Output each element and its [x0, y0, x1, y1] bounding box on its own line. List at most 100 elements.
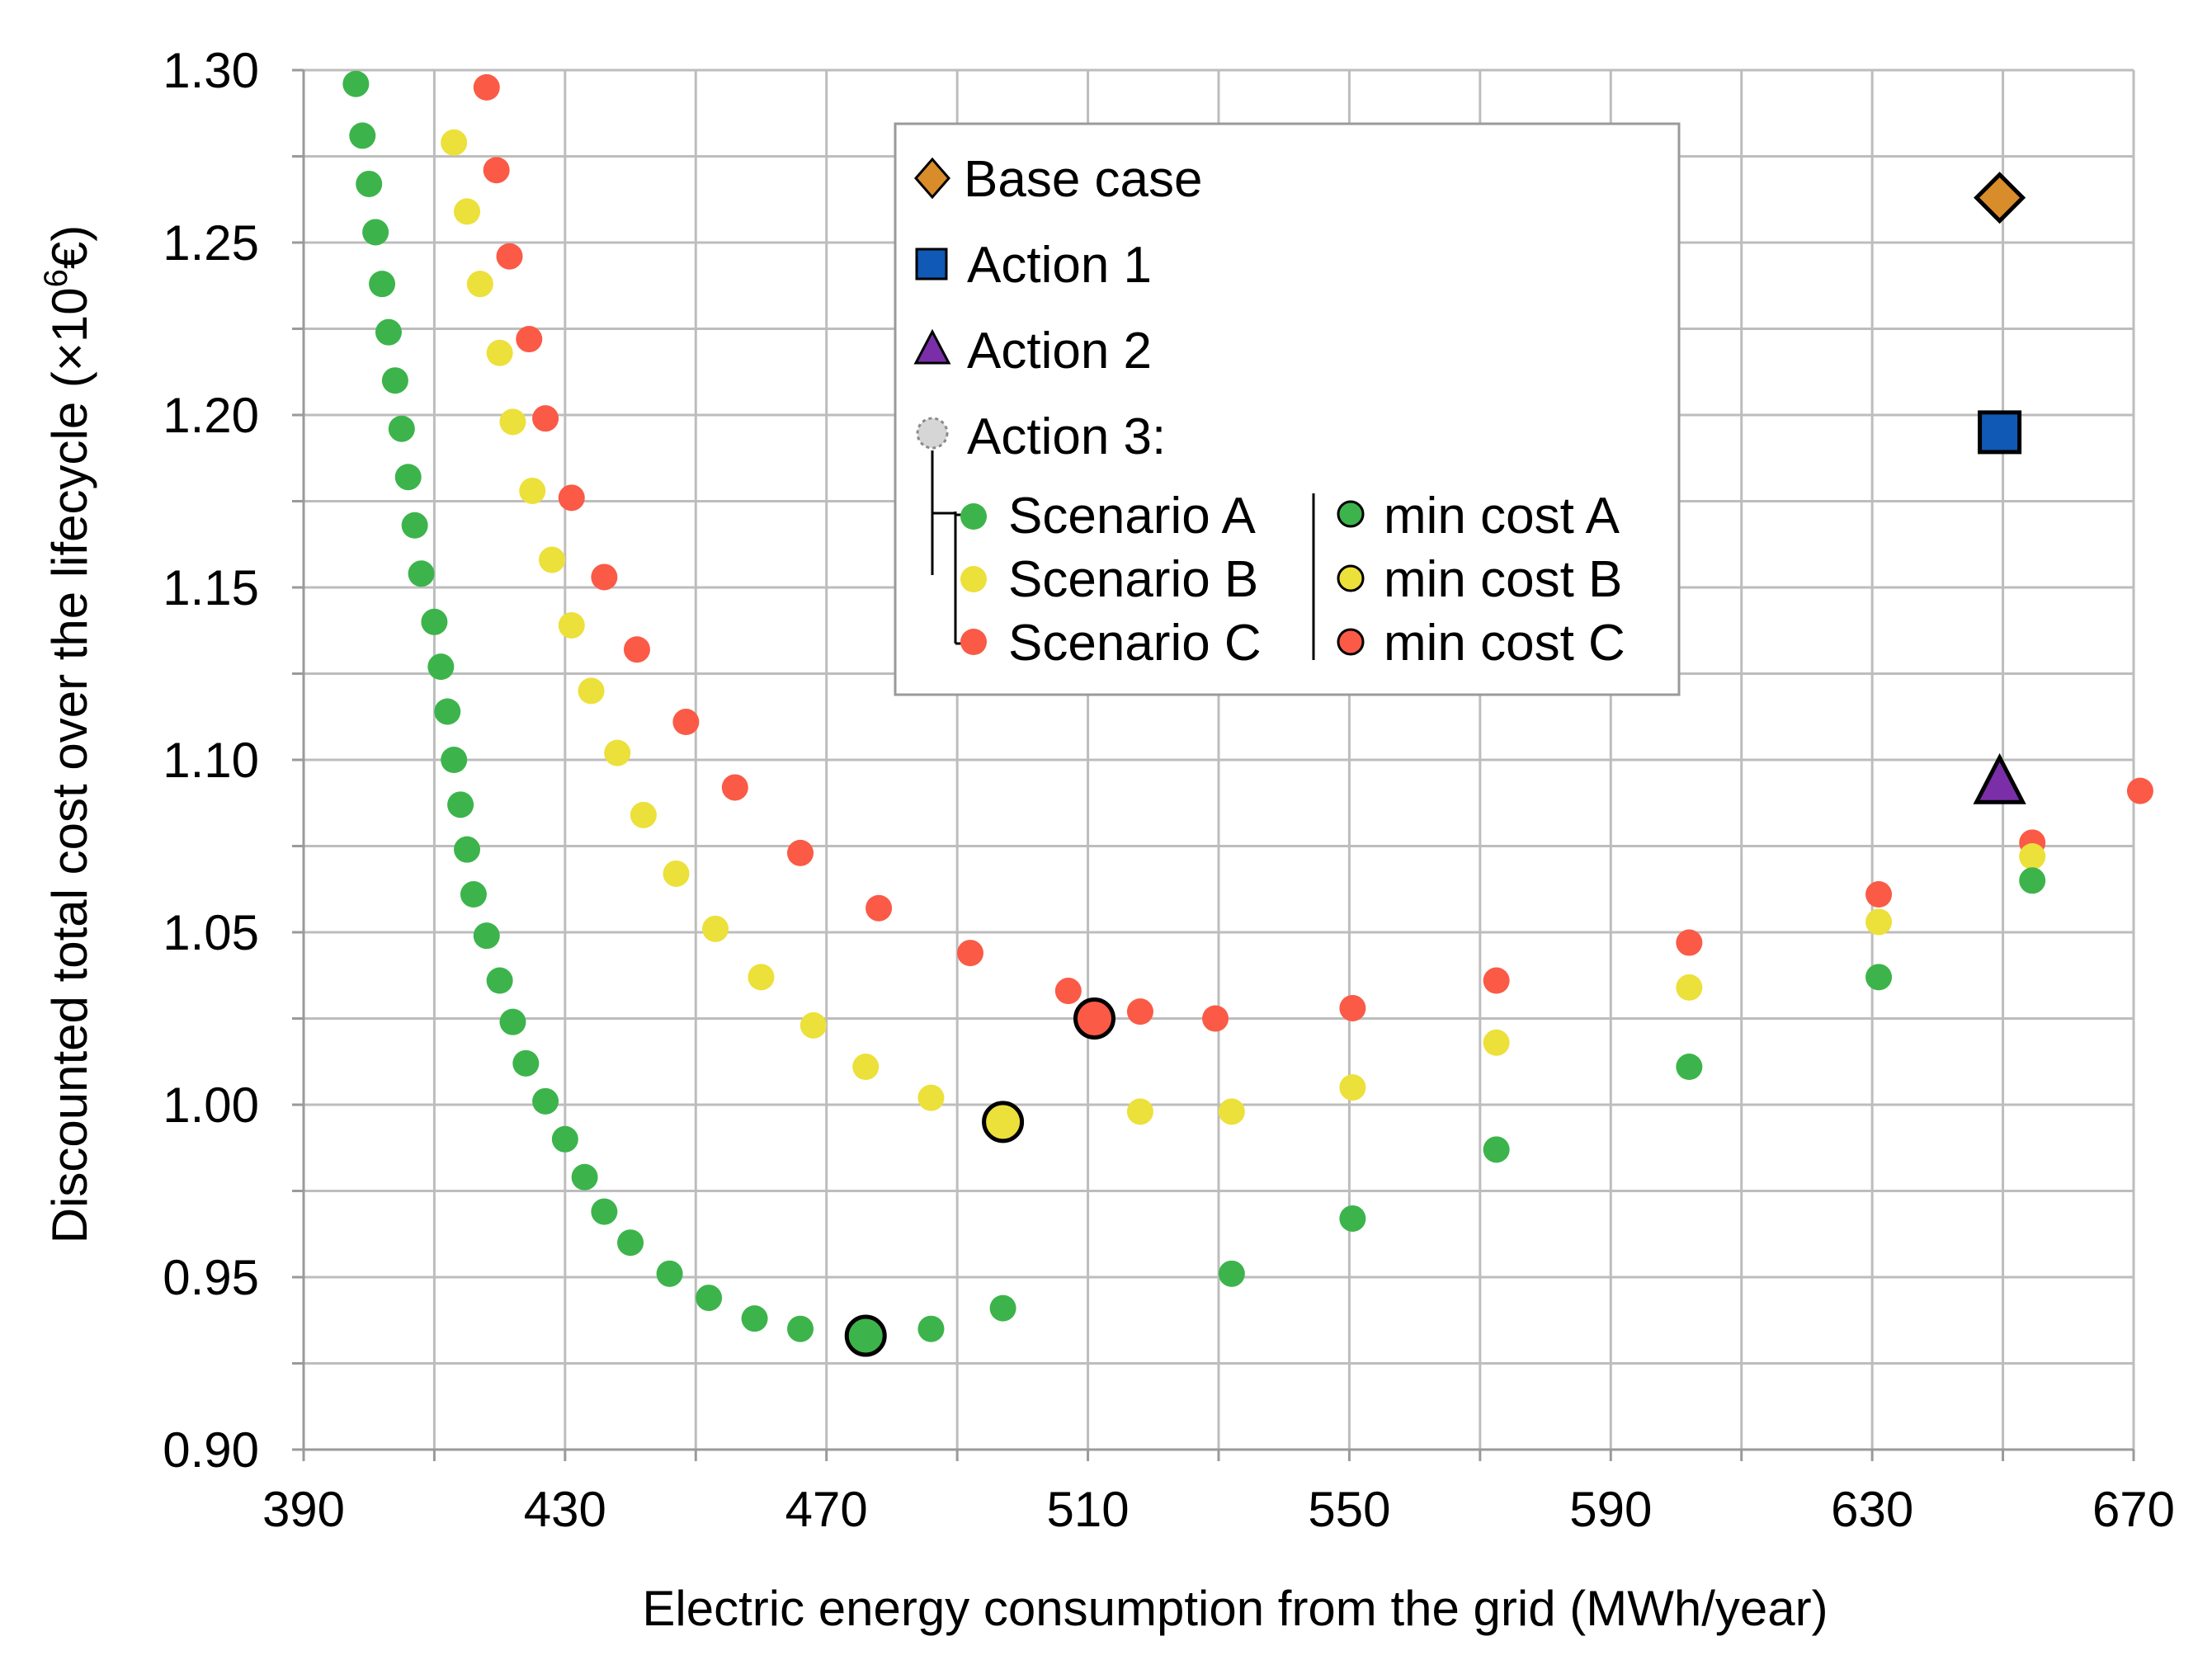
data-point-scenario-a [486, 967, 513, 994]
data-point-scenario-a [656, 1260, 683, 1287]
series-action-2 [1973, 752, 2026, 804]
data-point-scenario-a [1483, 1136, 1510, 1163]
data-point-scenario-a [421, 608, 448, 635]
x-tick-label: 590 [1569, 1482, 1652, 1537]
legend-item-scenario-c: Scenario C [960, 615, 1262, 672]
data-point-scenario-b [604, 739, 631, 766]
series-scenario-c [473, 73, 2153, 1032]
legend-item-min-cost-c: min cost C [1337, 615, 1625, 672]
data-point-scenario-a [375, 318, 402, 346]
legend-item-action-3: Action 3: [916, 408, 1166, 465]
data-point-scenario-c [496, 243, 523, 270]
x-axis-title: Electric energy consumption from the gri… [642, 1581, 1828, 1636]
data-point-scenario-c [591, 564, 618, 591]
data-point-scenario-a [394, 464, 422, 491]
data-point-scenario-a [381, 367, 408, 394]
x-tick-label: 430 [524, 1482, 606, 1537]
series-min-cost-c [1073, 997, 1115, 1040]
y-tick-label: 0.90 [163, 1422, 259, 1478]
series-min-cost-b [982, 1101, 1025, 1144]
data-point-scenario-a [401, 512, 428, 539]
data-point-min-cost-a [844, 1314, 887, 1357]
data-point-scenario-b [799, 1011, 827, 1039]
data-point-scenario-b [1865, 908, 1893, 936]
data-point-scenario-a [917, 1315, 945, 1342]
legend: Base case Action 1 Action 2 Action 3: Sc… [894, 122, 1681, 696]
series-base-case [1974, 172, 2026, 224]
legend-item-min-cost-b: min cost B [1337, 551, 1622, 608]
data-point-scenario-c [956, 940, 983, 967]
y-axis-title: Discounted total cost over the lifecycle… [38, 225, 97, 1244]
legend-label-action-1: Action 1 [967, 237, 1152, 294]
data-point-scenario-b [441, 129, 468, 156]
series-action-1 [1978, 410, 2022, 455]
data-point-scenario-c [1339, 994, 1366, 1021]
data-point-scenario-c [721, 774, 748, 801]
legend-label-min-cost-b: min cost B [1384, 551, 1622, 608]
x-tick-label: 470 [785, 1482, 868, 1537]
data-point-scenario-a [512, 1049, 540, 1077]
y-tick-label: 1.05 [163, 905, 259, 960]
data-point-scenario-a [1676, 1054, 1703, 1081]
data-point-scenario-b [1483, 1029, 1510, 1056]
y-tick-label: 1.25 [163, 215, 259, 271]
legend-label-min-cost-a: min cost A [1384, 488, 1620, 545]
legend-dot-min-cost-c [1337, 628, 1365, 656]
data-point-action-2 [1973, 752, 2026, 804]
y-tick-label: 1.10 [163, 733, 259, 788]
legend-dot-scenario-a [960, 503, 987, 530]
data-point-scenario-c [558, 484, 585, 512]
data-point-scenario-c [516, 326, 543, 353]
y-tick-label: 1.00 [163, 1077, 259, 1133]
data-point-scenario-b [486, 339, 513, 366]
data-point-scenario-a [460, 881, 487, 908]
legend-diamond-marker [914, 157, 950, 200]
data-point-scenario-a [532, 1087, 559, 1115]
axes [292, 68, 2135, 1461]
series-scenario-b [441, 129, 2046, 1129]
data-point-scenario-b [499, 408, 526, 436]
y-tick-label: 0.95 [163, 1250, 259, 1305]
legend-box [894, 122, 1681, 696]
x-tick-label: 510 [1047, 1482, 1130, 1537]
data-point-scenario-c [1676, 929, 1703, 956]
data-point-scenario-c [473, 73, 500, 101]
data-point-scenario-b [578, 677, 605, 705]
legend-triangle-marker [913, 328, 951, 365]
data-point-scenario-a [1339, 1205, 1366, 1232]
data-point-scenario-b [1339, 1074, 1366, 1101]
data-point-scenario-a [434, 698, 461, 725]
data-point-scenario-a [362, 219, 389, 246]
legend-label-min-cost-c: min cost C [1384, 615, 1625, 672]
tick-labels: 390 430 470 510 550 590 630 670 0.90 0.95 1.00 1.05… [163, 43, 2175, 1537]
legend-dot-min-cost-b [1337, 564, 1365, 592]
data-point-action-1 [1978, 410, 2022, 455]
data-point-scenario-b [630, 801, 657, 828]
data-point-scenario-b [748, 964, 775, 991]
data-point-scenario-a [787, 1315, 814, 1342]
legend-action-3-marker [916, 417, 949, 450]
legend-label-scenario-b: Scenario B [1008, 551, 1258, 608]
legend-item-action-2: Action 2 [913, 323, 1152, 380]
data-point-scenario-c [1483, 967, 1510, 994]
legend-item-min-cost-a: min cost A [1337, 488, 1620, 545]
legend-item-base-case: Base case [914, 151, 1203, 208]
data-point-scenario-b [519, 477, 546, 504]
data-point-scenario-b [454, 198, 481, 225]
data-point-scenario-a [342, 70, 370, 97]
data-point-scenario-a [2019, 867, 2046, 894]
data-point-min-cost-c [1073, 997, 1115, 1040]
legend-dot-min-cost-a [1337, 500, 1365, 528]
data-point-scenario-c [1202, 1005, 1229, 1032]
data-point-scenario-a [356, 170, 383, 197]
y-tick-label: 1.20 [163, 388, 259, 443]
x-tick-label: 390 [262, 1482, 345, 1537]
legend-label-scenario-a: Scenario A [1008, 488, 1257, 545]
data-point-scenario-a [408, 560, 435, 587]
data-point-scenario-b [1218, 1098, 1245, 1125]
legend-square-marker [915, 248, 948, 281]
y-tick-label: 1.30 [163, 43, 259, 98]
data-point-scenario-c [2126, 777, 2153, 804]
data-point-scenario-a [617, 1229, 644, 1257]
